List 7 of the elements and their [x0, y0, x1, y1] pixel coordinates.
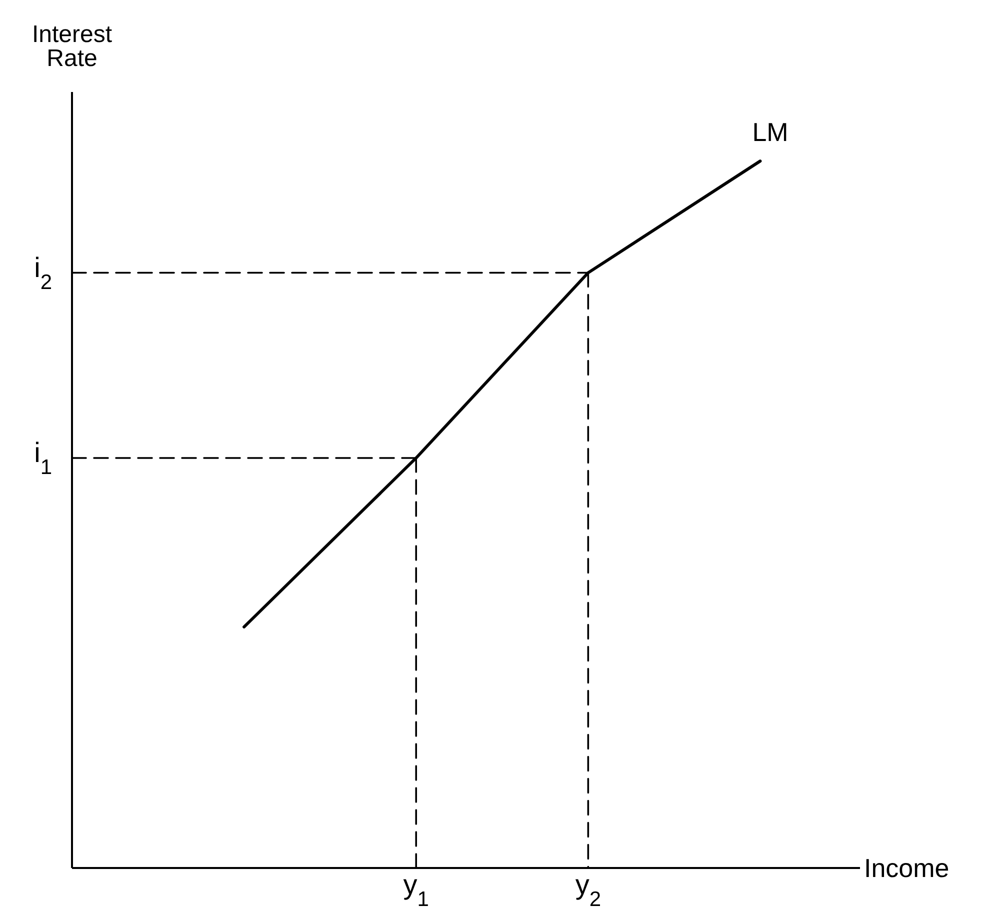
x-tick-label: y$_{2}$ [575, 869, 601, 910]
series-label: LM [752, 117, 788, 148]
text: i$_{1}$ [34, 436, 52, 478]
x-axis-title: Income [864, 853, 950, 883]
x-tick-label: y$_{1}$ [403, 869, 429, 910]
y-axis-title: Interest Rate [32, 21, 112, 72]
text: i$_{2}$ [34, 252, 52, 294]
